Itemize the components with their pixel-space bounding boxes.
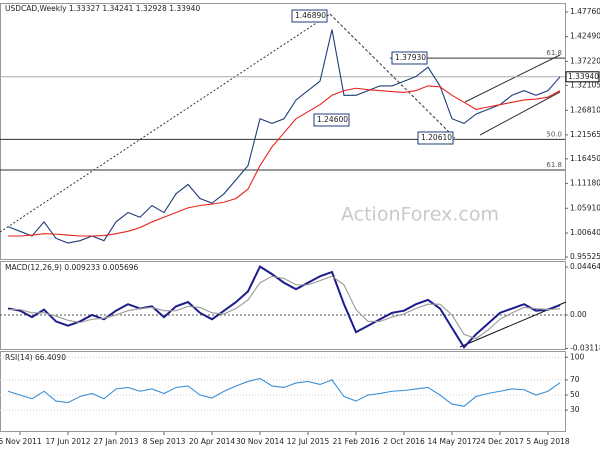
- x-tick-label: 21 Feb 2016: [333, 437, 380, 446]
- macd-title: MACD(12,26,9) 0.009233 0.005696: [5, 263, 139, 272]
- x-tick-label: 27 Jan 2013: [94, 437, 139, 446]
- annotation: 1.37930: [395, 53, 426, 62]
- rsi-panel: [0, 351, 566, 432]
- y-tick-label: 30: [570, 405, 580, 414]
- annotation: 1.46890: [295, 11, 326, 20]
- y-tick-label: 1.32105: [570, 80, 600, 89]
- y-tick-label: 1.26810: [570, 105, 600, 114]
- y-tick-label: -0.031183: [570, 343, 600, 352]
- x-tick-label: 17 Jun 2012: [45, 437, 90, 446]
- annotation-box: [291, 9, 328, 23]
- price-panel: [0, 3, 566, 260]
- last-price-label: 1.33940: [568, 72, 599, 81]
- y-tick-label: 100: [570, 352, 585, 361]
- y-tick-label: 0.95525: [570, 252, 600, 261]
- y-tick-label: 1.00640: [570, 228, 600, 237]
- x-tick-label: 6 Nov 2011: [0, 437, 42, 446]
- watermark: ActionForex.com: [341, 204, 499, 226]
- y-tick-label: 1.37220: [570, 56, 600, 65]
- y-tick-label: 1.47760: [570, 7, 600, 16]
- y-tick-label: 0.044642: [570, 262, 600, 271]
- annotation-box: [417, 131, 454, 145]
- x-tick-label: 30 Nov 2014: [236, 437, 284, 446]
- fib-label: 50.0: [546, 130, 562, 138]
- trend-line: [0, 13, 331, 233]
- x-tick-label: 14 May 2017: [428, 437, 477, 446]
- series-line: [8, 275, 561, 340]
- annotation-box: [391, 51, 428, 65]
- x-tick-label: 8 Sep 2013: [143, 437, 186, 446]
- channel-line: [479, 91, 561, 136]
- x-tick-label: 24 Dec 2017: [476, 437, 524, 446]
- series-line: [8, 85, 561, 237]
- y-tick-label: 70: [570, 375, 580, 384]
- fib-label: 61.8: [546, 161, 562, 169]
- chart-title: USDCAD,Weekly 1.33327 1.34241 1.32928 1.…: [5, 4, 200, 13]
- x-tick-label: 2 Oct 2016: [383, 437, 425, 446]
- annotation: 1.20610: [421, 133, 452, 142]
- series-line: [7, 265, 561, 349]
- annotation: 1.24600: [317, 115, 348, 124]
- x-tick-label: 20 Apr 2014: [189, 437, 236, 446]
- fib-label: 61.8: [546, 49, 562, 57]
- y-tick-label: 1.16450: [570, 154, 600, 163]
- macd-panel: [0, 261, 566, 350]
- y-tick-label: 50: [570, 390, 580, 399]
- rsi-title: RSI(14) 66.4090: [5, 353, 66, 362]
- series-line: [7, 29, 561, 244]
- last-price-box: [565, 71, 600, 83]
- series-line: [7, 377, 561, 407]
- channel-line: [464, 54, 561, 103]
- trend-line: [329, 13, 456, 139]
- y-tick-label: 1.05910: [570, 203, 600, 212]
- y-tick-label: 1.11180: [570, 179, 600, 188]
- y-tick-label: 1.21565: [570, 130, 600, 139]
- annotation-box: [313, 113, 350, 127]
- y-tick-label: 1.42490: [570, 32, 600, 41]
- x-tick-label: 12 Jul 2015: [287, 437, 330, 446]
- y-tick-label: 0.00: [570, 310, 587, 319]
- x-tick-label: 5 Aug 2018: [526, 437, 569, 446]
